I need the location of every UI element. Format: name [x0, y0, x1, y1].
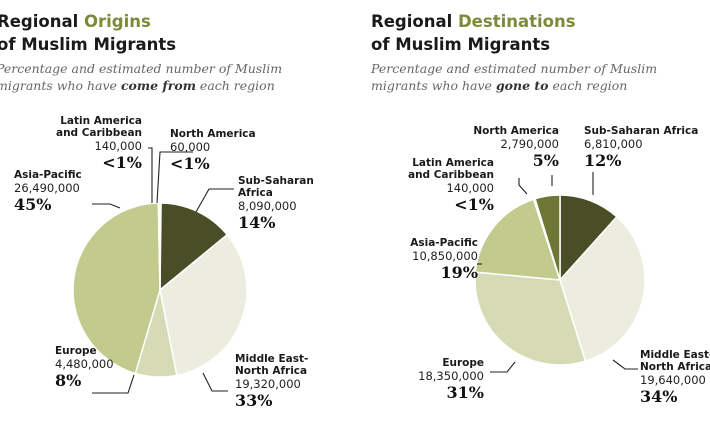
- slice-name: Sub-Saharan: [238, 175, 314, 187]
- title-prefix: Regional: [371, 12, 458, 31]
- pie-slice-latin-america-and-caribbean: [157, 202, 161, 291]
- leader-line: [92, 203, 121, 209]
- slice-count: 19,320,000: [235, 377, 301, 391]
- slice-count: 4,480,000: [55, 357, 114, 371]
- slice-name: Latin America: [412, 157, 494, 169]
- slice-name: Middle East-: [640, 349, 710, 361]
- slice-name: North America: [170, 128, 256, 140]
- pie-slice-asia-pacific: [474, 198, 562, 281]
- slice-name: Middle East-: [235, 353, 308, 365]
- slice-percent: 34%: [640, 387, 677, 406]
- leader-line: [612, 359, 638, 370]
- leader-line: [92, 374, 135, 394]
- subtitle-line2-prefix: migrants who have: [371, 78, 496, 93]
- slice-count: 18,350,000: [418, 369, 484, 383]
- slice-count: 19,640,000: [640, 373, 706, 387]
- pie-slice-north-america: [534, 194, 561, 281]
- slice-name: Africa: [238, 187, 273, 199]
- slice-name: North Africa: [235, 365, 307, 377]
- origins-pie-chart: North America60,000<1%Sub-SaharanAfrica8…: [14, 115, 314, 410]
- pie-slice-sub-saharan-africa: [559, 194, 618, 282]
- slice-name: Latin America: [60, 115, 142, 127]
- slice-percent: 12%: [584, 151, 621, 170]
- chart-subtitle: Percentage and estimated number of Musli…: [371, 60, 657, 94]
- slice-count: 60,000: [170, 140, 210, 154]
- chart-title: Regional Origins of Muslim Migrants: [0, 10, 176, 56]
- leader-line: [490, 361, 516, 373]
- title-line2: of Muslim Migrants: [371, 35, 551, 54]
- pie-slice-sub-saharan-africa: [159, 202, 229, 292]
- subtitle-line2-suffix: each region: [548, 78, 628, 93]
- slice-name: Europe: [442, 357, 484, 369]
- destinations-chart-panel: Regional Destinations of Muslim Migrants…: [355, 0, 710, 424]
- subtitle-line2-prefix: migrants who have: [0, 78, 121, 93]
- slice-count: 140,000: [94, 139, 142, 153]
- slice-percent: 33%: [235, 391, 272, 410]
- slice-name: Asia-Pacific: [14, 169, 82, 181]
- slice-count: 140,000: [446, 181, 494, 195]
- title-accent: Destinations: [457, 12, 576, 31]
- slice-count: 8,090,000: [238, 199, 297, 213]
- slice-percent: <1%: [170, 154, 210, 173]
- slice-percent: 31%: [447, 383, 484, 402]
- slice-percent: 5%: [533, 151, 559, 170]
- title-prefix: Regional: [0, 12, 84, 31]
- subtitle-line2-suffix: each region: [195, 78, 275, 93]
- slice-count: 10,850,000: [412, 249, 478, 263]
- title-accent: Origins: [83, 12, 151, 31]
- subtitle-emphasis: gone to: [495, 78, 549, 93]
- slice-percent: 19%: [441, 263, 478, 282]
- chart-title: Regional Destinations of Muslim Migrants: [371, 10, 576, 56]
- slice-name: North Africa: [640, 361, 710, 373]
- pie-slices: [474, 194, 646, 366]
- slice-name: and Caribbean: [56, 127, 142, 139]
- pie-slice-middle-east-north-africa: [559, 215, 646, 363]
- origins-chart-panel: Regional Origins of Muslim Migrants Perc…: [0, 10, 314, 410]
- leader-line: [195, 188, 234, 213]
- pie-slices: [72, 202, 248, 378]
- slice-percent: 14%: [238, 213, 275, 232]
- leader-line: [518, 178, 528, 195]
- leader-line: [156, 151, 193, 204]
- leader-line: [202, 372, 228, 392]
- slice-name: and Caribbean: [408, 169, 494, 181]
- slice-count: 6,810,000: [584, 137, 643, 151]
- slice-name: North America: [473, 125, 559, 137]
- slice-name: Asia-Pacific: [410, 237, 478, 249]
- title-line2: of Muslim Migrants: [0, 35, 177, 54]
- pie-slice-asia-pacific: [72, 202, 161, 375]
- pie-slice-europe: [474, 271, 587, 366]
- slice-name: Europe: [55, 345, 97, 357]
- slice-count: 26,490,000: [14, 181, 80, 195]
- slice-name: Sub-Saharan Africa: [584, 125, 698, 137]
- chart-subtitle: Percentage and estimated number of Musli…: [0, 60, 282, 94]
- slice-percent: <1%: [102, 153, 142, 172]
- slice-percent: 8%: [55, 371, 81, 390]
- slice-count: 2,790,000: [500, 137, 559, 151]
- subtitle-emphasis: come from: [120, 78, 196, 93]
- pie-slice-middle-east-north-africa: [159, 233, 248, 377]
- leader-line: [148, 147, 153, 203]
- slice-percent: 45%: [14, 195, 51, 214]
- subtitle-line1: Percentage and estimated number of Musli…: [0, 61, 283, 76]
- subtitle-line1: Percentage and estimated number of Musli…: [371, 61, 658, 76]
- slice-percent: <1%: [454, 195, 494, 214]
